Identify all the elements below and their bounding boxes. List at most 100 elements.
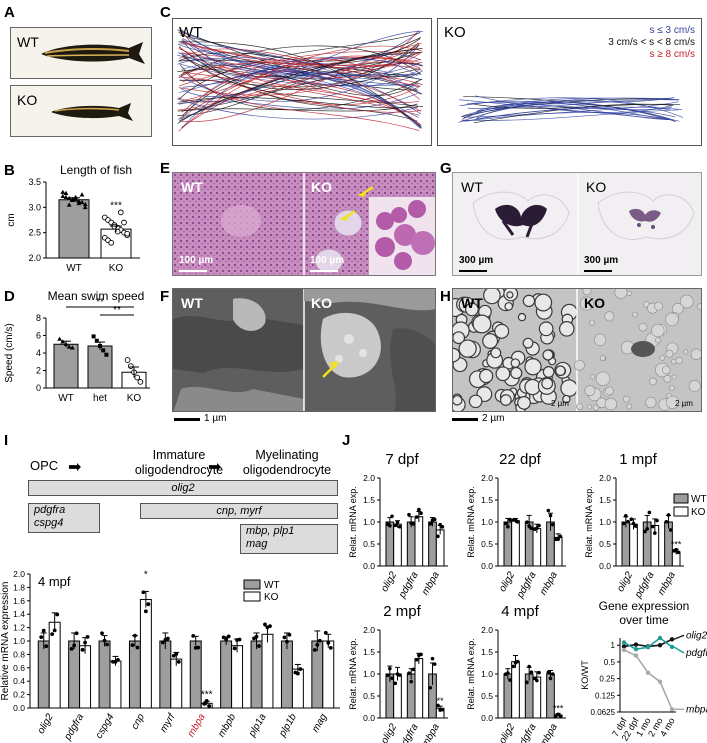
panel-label-h: H [440,288,451,305]
data-point [390,676,394,681]
arrow-icon: ➡ [208,459,222,476]
bar [68,640,81,709]
scale-bar-label: 2 µm [675,399,693,408]
bar [385,521,395,567]
y-tick-label: 1.2 [13,623,25,633]
data-point [621,644,627,649]
data-point [94,338,99,343]
y-tick-label: 0.0 [481,713,493,723]
data-point [645,645,651,650]
marker-box-olig2: olig2 [28,480,338,496]
bar [109,660,122,709]
data-point [558,714,563,719]
bar [189,640,202,709]
x-tick-label: WT [58,393,74,404]
he-histology: WT KO 100 µm 100 µm [172,172,436,276]
chart-subtitle: 4 mpf [38,574,71,589]
trace-line [177,57,420,76]
trace-line [467,101,674,121]
myelinated-axon [558,321,575,337]
bar [98,640,111,709]
stage-immature: Immature oligodendrocyte [134,448,224,477]
myelinated-axon [510,366,523,380]
bar [428,521,437,567]
data-point [82,201,88,207]
legend-swatch [243,591,261,602]
legend-slow: s ≤ 3 cm/s [649,25,696,36]
ko-label: KO [586,179,607,195]
data-point [85,634,90,639]
trace-line [180,28,422,76]
y-axis-label: Relat. mRNA exp. [348,638,358,710]
axon [604,311,615,322]
y-tick-label: 1.5 [599,495,611,505]
data-point [546,508,551,513]
y-tick-label: 0.125 [595,691,616,700]
y-axis-label: Relat. mRNA exp. [584,486,594,558]
data-point [39,635,44,640]
data-point [397,673,402,677]
bar [503,521,513,567]
wt-label: WT [181,295,203,311]
axon [665,349,674,358]
y-tick-label: 0.0 [13,703,25,713]
x-tick-label: mbpb [216,712,238,740]
scale-bar-label: 1 µm [204,413,227,424]
data-point [207,704,212,708]
cell-body [631,341,655,357]
y-tick-label: 0.0 [599,561,611,571]
axon [582,289,592,296]
legend-label: KO [264,592,279,603]
bar [139,598,152,709]
y-axis-label: cm [6,213,17,226]
x-tick-label: WT [66,263,82,274]
myelinated-axon [542,349,554,361]
data-point [506,524,510,529]
data-point [529,526,534,531]
wt-label: WT [181,179,203,195]
trace-line [459,99,674,121]
trace-line [182,41,418,122]
data-point [633,524,638,528]
arrow-icon: ➡ [68,459,82,476]
trace-line [178,45,423,132]
marker-box-cnp: cnp, myrf [140,503,338,519]
y-tick-label: 0.5 [604,658,616,667]
data-point [669,707,675,712]
myelinated-axon [453,347,461,363]
y-tick-label: 2.0 [28,253,41,263]
data-point [41,628,46,633]
bar [261,633,274,709]
panel-label-j: J [342,432,351,449]
y-tick-label: 1.0 [481,517,493,527]
bar [322,640,335,709]
y-tick-label: 1.6 [13,596,25,606]
x-tick-label: pdgfra [632,570,656,601]
ko-label: KO [17,92,38,108]
data-point [645,527,649,531]
ko-fish-photo: KO [10,85,152,137]
chart-title: 2 mpf [383,603,421,620]
chart-swim-speed: Mean swim speed 0 2 4 6 8 Speed (cm/s) WT het KO *… [4,289,150,404]
ko-label: KO [584,295,605,311]
stage-opc: OPC [30,458,59,473]
y-tick-label: 0.6 [13,663,25,673]
y-tick-label: 1.0 [599,517,611,527]
panel-label-a: A [4,4,15,21]
axon [589,319,595,326]
data-point [393,681,398,686]
panel-label-f: F [160,288,170,305]
ko-label: KO [311,179,332,195]
y-tick-label: 0.0 [481,561,493,571]
x-tick-label: mbpa [420,722,442,743]
trace-line [182,56,421,101]
data-point [669,637,675,642]
myelinated-axon [542,365,555,378]
data-point [69,646,74,651]
data-point [515,659,520,664]
data-point [50,632,55,637]
chart-title: Mean swim speed [48,289,145,303]
y-tick-label: 0.4 [13,676,25,686]
bar [53,343,79,389]
data-point [440,707,445,712]
